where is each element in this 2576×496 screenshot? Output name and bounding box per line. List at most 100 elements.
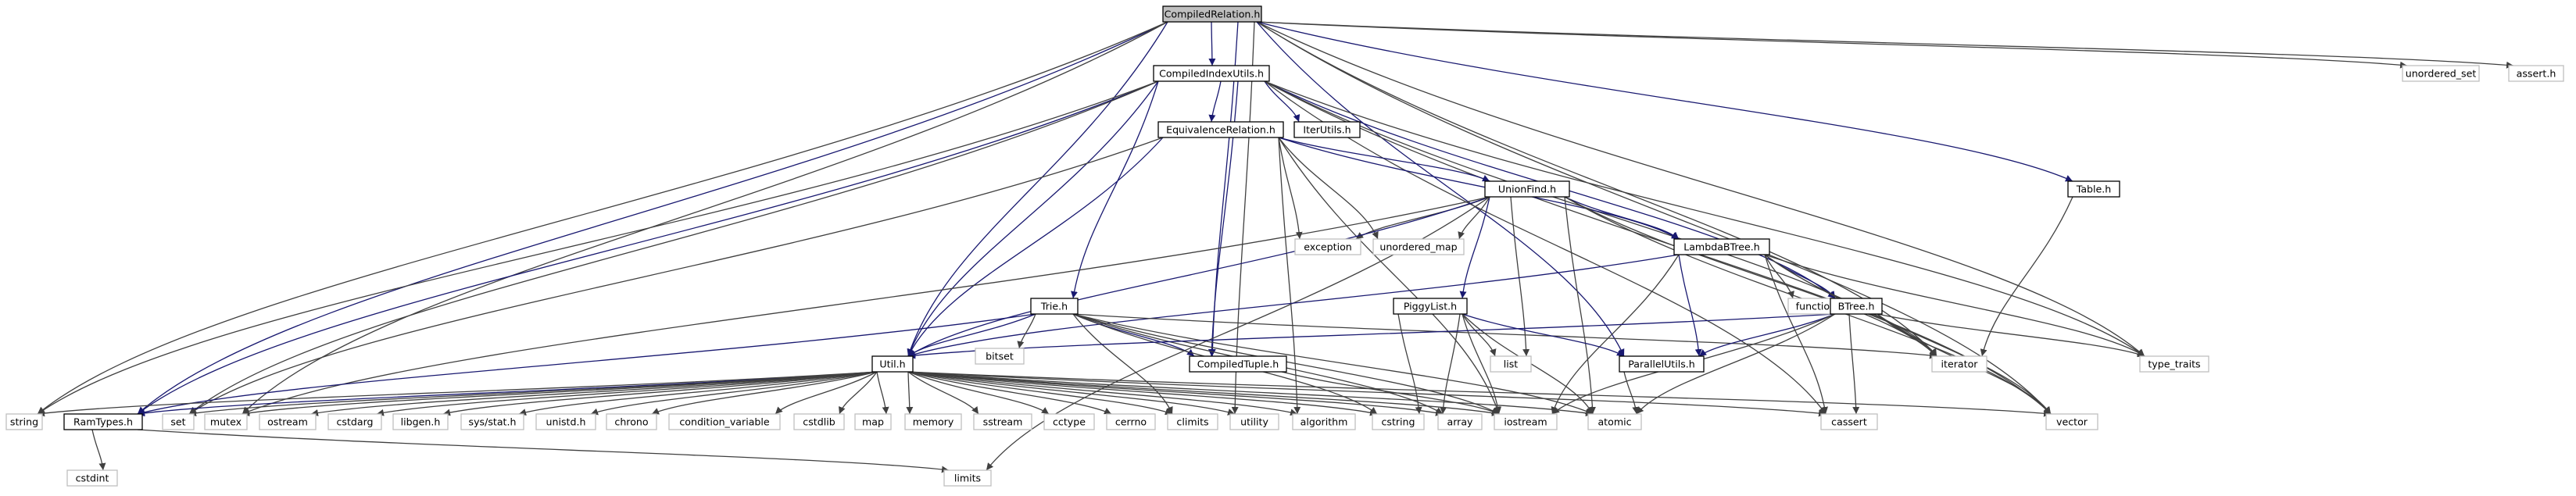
edge-piggylist-to-list <box>1462 313 1497 357</box>
node-compiled-tuple[interactable]: CompiledTuple.h <box>1189 355 1287 373</box>
node-label: RamTypes.h <box>73 416 133 428</box>
edge-layer <box>37 21 2514 473</box>
edge-union-find-to-mutex <box>242 196 1490 415</box>
edge-btree-h-to-type-traits <box>1877 313 2145 358</box>
node-box <box>1030 298 1079 315</box>
node-box <box>1153 65 1270 82</box>
node-box <box>66 469 118 487</box>
node-box <box>904 413 962 430</box>
node-btree-h[interactable]: BTree.h <box>1830 298 1883 315</box>
node-list: list <box>1490 355 1532 373</box>
node-box <box>2139 355 2209 373</box>
node-box <box>2045 413 2098 430</box>
node-label: libgen.h <box>401 416 441 428</box>
edge-util-h-to-memory <box>906 371 914 415</box>
node-lambda-btree[interactable]: LambdaBTree.h <box>1673 238 1770 255</box>
node-vector: vector <box>2045 413 2098 430</box>
node-union-find[interactable]: UnionFind.h <box>1484 180 1570 198</box>
edge-util-h-to-condition-variable <box>775 371 878 415</box>
edge-compiled-index-utils-to-btree-h <box>1264 80 1836 299</box>
node-box <box>5 413 43 430</box>
node-layer: CompiledRelation.h CompiledIndexUtils.h un… <box>5 5 2564 487</box>
node-box <box>392 413 449 430</box>
node-box <box>1292 413 1356 430</box>
node-trie-h[interactable]: Trie.h <box>1030 298 1079 315</box>
edge-compiled-relation-to-util-h <box>907 21 1168 357</box>
edge-btree-h-to-cassert <box>1848 313 1860 415</box>
edge-ram-types-to-cstdint <box>91 429 106 471</box>
node-label: set <box>170 416 185 428</box>
edge-compiled-relation-to-string <box>37 21 1168 415</box>
node-label: string <box>10 416 38 428</box>
edge-compiled-index-utils-to-equivalence-relation <box>1208 80 1222 123</box>
edge-compiled-relation-to-ram-types <box>137 21 1168 415</box>
edge-union-find-to-piggylist <box>1459 196 1490 299</box>
node-string: string <box>5 413 43 430</box>
node-box <box>1490 355 1532 373</box>
node-label: mutex <box>210 416 242 428</box>
node-box <box>1484 180 1570 198</box>
edge-util-h-to-string <box>37 371 878 417</box>
node-box <box>2067 180 2120 198</box>
node-mutex: mutex <box>204 413 248 430</box>
edge-equivalence-relation-to-unordered-map <box>1278 137 1379 240</box>
node-box <box>943 469 992 487</box>
node-box <box>259 413 317 430</box>
node-box <box>1494 413 1558 430</box>
node-memory: memory <box>904 413 962 430</box>
node-label: cctype <box>1053 416 1086 428</box>
node-box <box>204 413 248 430</box>
node-type-traits: type_traits <box>2139 355 2209 373</box>
node-cstdlib: cstdlib <box>793 413 845 430</box>
node-box <box>460 413 524 430</box>
node-box <box>973 413 1032 430</box>
edge-compiled-index-utils-to-type-traits <box>1264 80 2145 357</box>
edge-util-h-to-climits <box>907 371 1173 416</box>
node-box <box>793 413 845 430</box>
node-unordered-set: unordered_set <box>2402 65 2480 82</box>
edge-util-h-to-array <box>907 371 1444 416</box>
edge-compiled-index-utils-to-iter-utils <box>1264 80 1301 123</box>
node-cstring: cstring <box>1372 413 1425 430</box>
edge-util-h-to-map <box>876 371 889 415</box>
node-label: exception <box>1304 241 1352 253</box>
node-map: map <box>854 413 892 430</box>
node-compiled-index-utils[interactable]: CompiledIndexUtils.h <box>1153 65 1270 82</box>
node-label: bitset <box>986 351 1014 362</box>
node-table-h[interactable]: Table.h <box>2067 180 2120 198</box>
node-box <box>1393 298 1468 315</box>
edge-trie-h-to-bitset <box>1017 313 1036 349</box>
node-box <box>327 413 382 430</box>
node-label: cstdarg <box>336 416 373 428</box>
node-label: EquivalenceRelation.h <box>1166 124 1275 136</box>
node-label: memory <box>913 416 954 428</box>
edge-util-h-to-utility <box>907 371 1236 416</box>
node-cstdarg: cstdarg <box>327 413 382 430</box>
node-box <box>1830 298 1883 315</box>
node-compiled-relation[interactable]: CompiledRelation.h <box>1162 5 1262 23</box>
edge-trie-h-to-iterator <box>1072 313 1937 359</box>
edge-util-h-to-atomic <box>907 371 1594 417</box>
node-label: assert.h <box>2517 68 2556 80</box>
node-box <box>1372 413 1425 430</box>
edge-ram-types-to-limits <box>137 429 950 473</box>
node-label: cassert <box>1831 416 1867 428</box>
node-box <box>668 413 781 430</box>
node-box <box>1189 355 1287 373</box>
node-util-h[interactable]: Util.h <box>871 355 914 373</box>
node-equivalence-relation[interactable]: EquivalenceRelation.h <box>1157 121 1284 138</box>
edge-equivalence-relation-to-set <box>188 137 1164 415</box>
node-label: cstdint <box>76 473 109 484</box>
node-parallel-utils[interactable]: ParallelUtils.h <box>1619 355 1705 373</box>
edge-compiled-index-utils-to-ram-types <box>137 80 1159 415</box>
node-box <box>1587 413 1642 430</box>
node-box <box>871 355 914 373</box>
node-ram-types[interactable]: RamTypes.h <box>63 413 143 430</box>
node-label: condition_variable <box>679 416 770 428</box>
node-iter-utils[interactable]: IterUtils.h <box>1293 121 1361 138</box>
node-piggylist[interactable]: PiggyList.h <box>1393 298 1468 315</box>
node-label: cstdlib <box>803 416 835 428</box>
edge-util-h-to-cerrno <box>907 371 1112 415</box>
edge-trie-h-to-util-h <box>907 313 1036 357</box>
node-box <box>854 413 892 430</box>
